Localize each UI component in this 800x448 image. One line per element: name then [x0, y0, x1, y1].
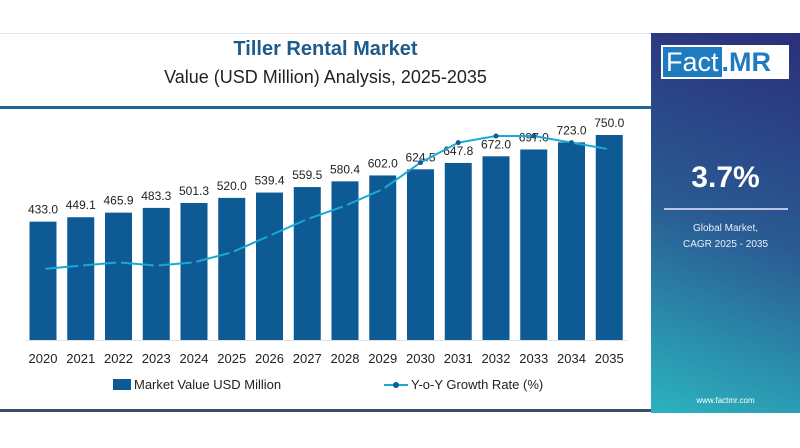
bar-value-label: 750.0: [594, 116, 624, 130]
bar: [67, 217, 95, 340]
bar-value-label: 483.3: [141, 189, 171, 203]
chart-title: Tiller Rental Market: [233, 38, 418, 60]
bar-value-label: 465.9: [103, 194, 133, 208]
bar: [142, 207, 170, 340]
factmr-logo: Fact .MR: [661, 45, 789, 79]
x-tick-label: 2029: [368, 351, 397, 366]
bar-value-label: 449.1: [66, 198, 96, 212]
x-tick-label: 2025: [217, 351, 246, 366]
bar-value-label: 433.0: [28, 203, 58, 217]
growth-rate-point: [455, 140, 461, 146]
legend-label: Market Value USD Million: [134, 377, 282, 392]
growth-rate-point: [531, 133, 537, 139]
header-divider: [0, 106, 651, 109]
growth-rate-point: [40, 266, 46, 272]
x-tick-label: 2034: [557, 351, 586, 366]
x-tick-label: 2031: [444, 351, 473, 366]
bar-value-label: 647.8: [443, 144, 473, 158]
bar-value-label: 520.0: [217, 179, 247, 193]
bottom-border: [0, 409, 651, 412]
growth-rate-point: [380, 186, 386, 192]
bar: [444, 162, 472, 340]
growth-rate-point: [493, 133, 499, 139]
growth-rate-point: [606, 146, 612, 152]
bar: [29, 221, 57, 340]
x-tick-label: 2032: [482, 351, 511, 366]
website-url: www.factmr.com: [696, 396, 755, 405]
growth-rate-point: [229, 249, 235, 255]
chart-subtitle: Value (USD Million) Analysis, 2025-2035: [164, 67, 487, 87]
bar: [369, 175, 397, 340]
bar: [105, 212, 132, 340]
bar-value-label: 559.5: [292, 168, 322, 182]
x-tick-label: 2035: [595, 351, 624, 366]
bar: [482, 156, 510, 340]
growth-rate-point: [267, 233, 272, 239]
growth-rate-point: [78, 263, 84, 269]
x-tick-label: 2028: [331, 351, 360, 366]
cagr-value: 3.7%: [691, 161, 760, 194]
legend-item-growth-rate: Y-o-Y Growth Rate (%): [384, 377, 543, 392]
legend-label: Y-o-Y Growth Rate (%): [411, 377, 544, 392]
sidebar-panel: Fact .MR 3.7% Global Market, CAGR 2025 - …: [651, 33, 800, 413]
bar: [256, 192, 283, 340]
bar-value-label: 672.0: [481, 137, 511, 151]
bar-value-label: 602.0: [368, 156, 398, 170]
x-tick-label: 2024: [180, 351, 209, 366]
bar: [218, 197, 246, 340]
bar: [180, 202, 208, 340]
cagr-label: Global Market, CAGR 2025 - 2035: [682, 223, 769, 250]
bar-value-label: 723.0: [556, 123, 586, 137]
bar: [520, 149, 548, 340]
legend-line-swatch: [384, 379, 408, 390]
legend-bar-swatch: [113, 379, 131, 390]
bar: [407, 169, 434, 340]
cagr-divider: [664, 208, 788, 210]
x-tick-label: 2022: [104, 351, 133, 366]
x-tick-label: 2030: [406, 351, 435, 366]
growth-rate-point: [342, 203, 348, 209]
growth-rate-point: [418, 160, 423, 166]
legend-item-market-value: Market Value USD Million: [113, 377, 281, 392]
x-tick-label: 2026: [255, 351, 284, 366]
x-tick-label: 2020: [29, 351, 58, 366]
bar-value-label: 624.5: [405, 150, 435, 164]
growth-rate-point: [153, 263, 159, 269]
bar-value-label: 580.4: [330, 162, 360, 176]
top-border: [0, 33, 651, 34]
chart-plot: 433.0 2020 449.1 2021 465.9 2022 483.3 2023 501.…: [25, 116, 628, 366]
growth-rate-point: [191, 259, 197, 265]
growth-rate-point: [116, 259, 121, 265]
growth-rate-point: [304, 216, 310, 222]
x-tick-label: 2021: [66, 351, 95, 366]
bar-value-label: 539.4: [254, 174, 284, 188]
bar-value-label: 501.3: [179, 184, 209, 198]
x-tick-label: 2023: [142, 351, 171, 366]
x-tick-label: 2027: [293, 351, 322, 366]
bar: [293, 187, 321, 340]
x-tick-label: 2033: [519, 351, 548, 366]
growth-rate-line: [42, 135, 610, 270]
bar: [558, 142, 585, 340]
growth-rate-point: [569, 140, 574, 146]
bar: [595, 135, 623, 340]
